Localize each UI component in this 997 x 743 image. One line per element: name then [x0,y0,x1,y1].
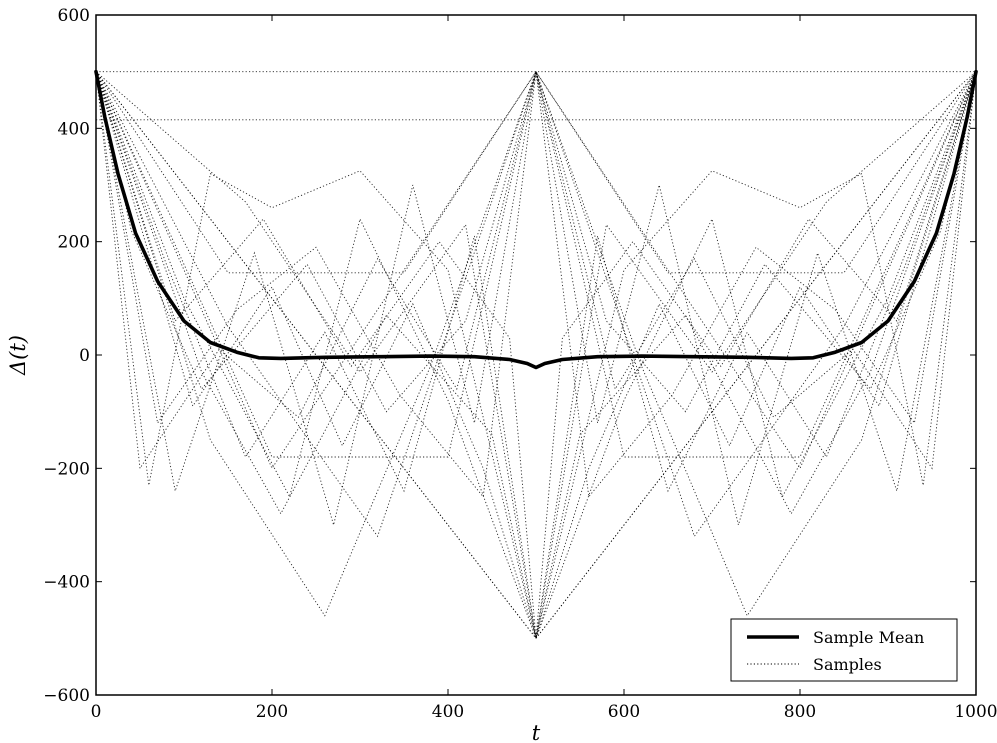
legend-mean-label: Sample Mean [813,628,924,647]
sample-line-4 [95,70,977,470]
axis-ticks [95,14,977,696]
y-axis-label: Δ(t) [6,335,30,376]
y-tick-label: 200 [58,233,90,253]
sample-line-7 [95,71,977,527]
x-tick-label: 800 [784,702,816,722]
x-tick-label: 400 [432,702,464,722]
sample-line-17 [95,71,977,458]
x-tick-label: 200 [256,702,288,722]
sample-line-3 [95,71,977,640]
legend-box [730,618,958,682]
x-tick-label: 1000 [954,702,997,722]
legend: Sample Mean Samples [730,618,958,682]
y-tick-label: 400 [58,119,90,139]
y-tick-label: −400 [43,573,90,593]
y-tick-label: −600 [43,686,90,706]
y-tick-label: 600 [58,6,90,26]
samples-series [95,70,977,640]
sample-line-14 [95,71,977,639]
y-tick-label: −200 [43,459,90,479]
legend-samples-label: Samples [813,655,882,674]
sample-mean-line [94,69,978,370]
sample-line-19 [95,71,977,498]
x-tick-label: 0 [91,702,102,722]
tick-labels: 0 200 400 600 800 1000 −600 −400 −200 0 200 400 600 [43,6,997,722]
sample-mean-series [94,69,978,370]
sample-line-15 [95,71,977,470]
y-tick-label: 0 [79,346,90,366]
x-axis-label: t [532,721,541,743]
x-tick-label: 600 [608,702,640,722]
